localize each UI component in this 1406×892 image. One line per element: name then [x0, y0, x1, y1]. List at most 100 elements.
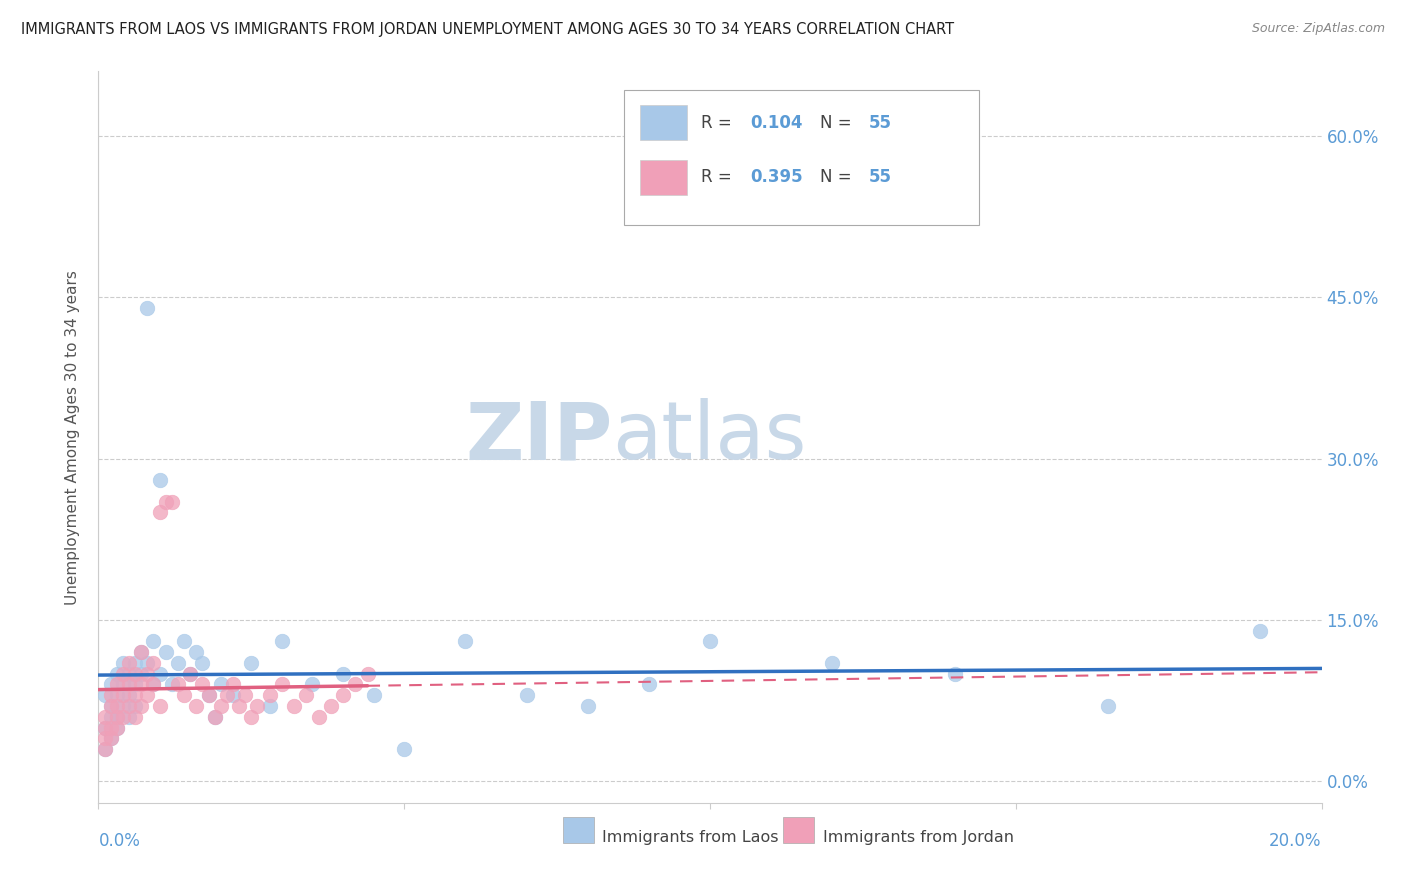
Point — [105, 677, 128, 691]
Point — [149, 698, 172, 713]
Point — [111, 688, 134, 702]
Point — [191, 656, 214, 670]
Point — [124, 698, 146, 713]
Point — [100, 698, 122, 713]
Point — [283, 698, 305, 713]
Point — [111, 666, 134, 681]
Point — [943, 666, 966, 681]
Text: ZIP: ZIP — [465, 398, 612, 476]
Point — [105, 698, 128, 713]
Point — [105, 710, 128, 724]
Point — [105, 721, 128, 735]
Point — [197, 688, 219, 702]
Point — [93, 742, 115, 756]
Point — [149, 473, 172, 487]
Point — [129, 645, 152, 659]
Point — [1249, 624, 1271, 638]
Text: R =: R = — [702, 113, 738, 131]
Point — [93, 721, 115, 735]
Point — [118, 710, 141, 724]
Point — [142, 634, 165, 648]
Point — [576, 698, 599, 713]
Point — [118, 677, 141, 691]
Point — [821, 656, 844, 670]
Point — [93, 710, 115, 724]
Point — [222, 677, 245, 691]
Point — [100, 677, 122, 691]
Point — [516, 688, 538, 702]
Text: Immigrants from Jordan: Immigrants from Jordan — [823, 830, 1014, 846]
Point — [209, 677, 232, 691]
Point — [100, 698, 122, 713]
Point — [356, 666, 378, 681]
Point — [124, 688, 146, 702]
Point — [209, 698, 232, 713]
Point — [136, 666, 159, 681]
Point — [173, 634, 195, 648]
Point — [699, 634, 721, 648]
Point — [111, 710, 134, 724]
Point — [105, 666, 128, 681]
Point — [111, 698, 134, 713]
Point — [142, 677, 165, 691]
Point — [191, 677, 214, 691]
Point — [392, 742, 416, 756]
Point — [301, 677, 323, 691]
Point — [186, 645, 208, 659]
Text: 0.395: 0.395 — [751, 169, 803, 186]
Point — [124, 656, 146, 670]
Text: N =: N = — [820, 169, 858, 186]
Point — [344, 677, 367, 691]
Text: 0.104: 0.104 — [751, 113, 803, 131]
Point — [129, 666, 152, 681]
Point — [136, 301, 159, 315]
Point — [111, 677, 134, 691]
Point — [179, 666, 201, 681]
Point — [204, 710, 226, 724]
Point — [270, 634, 292, 648]
Point — [308, 710, 330, 724]
Point — [228, 698, 250, 713]
Point — [136, 656, 159, 670]
Point — [93, 742, 115, 756]
Point — [246, 698, 269, 713]
FancyBboxPatch shape — [564, 817, 593, 843]
Point — [105, 721, 128, 735]
Point — [215, 688, 238, 702]
Point — [233, 688, 256, 702]
Text: N =: N = — [820, 113, 858, 131]
Point — [222, 688, 245, 702]
Point — [186, 698, 208, 713]
Point — [160, 494, 183, 508]
Point — [100, 731, 122, 746]
Point — [105, 710, 128, 724]
Point — [93, 721, 115, 735]
Point — [100, 688, 122, 702]
Text: Immigrants from Laos: Immigrants from Laos — [602, 830, 779, 846]
Point — [129, 645, 152, 659]
Point — [1097, 698, 1119, 713]
Point — [454, 634, 477, 648]
Point — [142, 656, 165, 670]
Point — [149, 666, 172, 681]
Point — [118, 698, 141, 713]
Point — [124, 710, 146, 724]
Point — [197, 688, 219, 702]
Point — [363, 688, 385, 702]
Point — [240, 710, 263, 724]
Y-axis label: Unemployment Among Ages 30 to 34 years: Unemployment Among Ages 30 to 34 years — [65, 269, 80, 605]
Point — [124, 666, 146, 681]
FancyBboxPatch shape — [640, 160, 686, 195]
Text: atlas: atlas — [612, 398, 807, 476]
Point — [167, 656, 190, 670]
Point — [240, 656, 263, 670]
Point — [129, 698, 152, 713]
Point — [155, 645, 177, 659]
FancyBboxPatch shape — [624, 90, 979, 225]
Point — [124, 677, 146, 691]
Point — [136, 688, 159, 702]
Point — [270, 677, 292, 691]
Point — [295, 688, 318, 702]
Point — [100, 731, 122, 746]
Point — [319, 698, 342, 713]
